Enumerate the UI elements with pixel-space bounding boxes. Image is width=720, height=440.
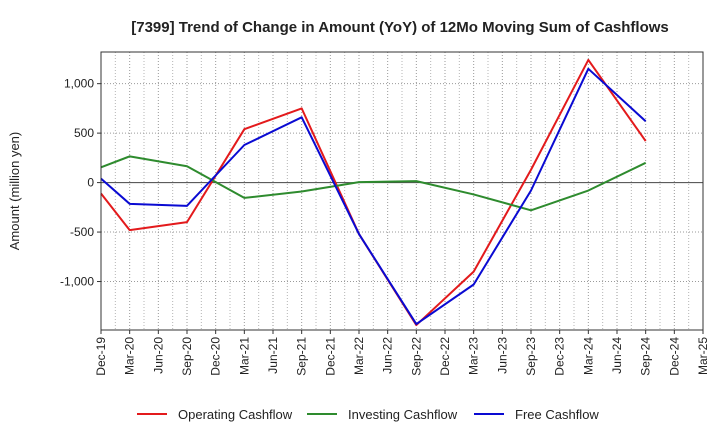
x-tick-label: Dec-24 <box>667 337 681 376</box>
chart-title: [7399] Trend of Change in Amount (YoY) o… <box>131 19 669 36</box>
x-tick-labels: Dec-19 Mar-20 Jun-20 Sep-20 Dec-20 Mar-21 Jun-… <box>94 330 710 376</box>
y-tick-label: 1,000 <box>64 77 94 91</box>
x-tick-label: Jun-22 <box>381 337 395 374</box>
x-tick-label: Dec-22 <box>438 337 452 376</box>
series-line-investing-cashflow <box>100 155 647 212</box>
x-tick-label: Jun-24 <box>610 337 624 374</box>
x-tick-label: Mar-22 <box>352 337 366 375</box>
x-tick-label: Dec-21 <box>323 337 337 376</box>
x-tick-label: Sep-22 <box>409 337 423 376</box>
x-tick-label: Dec-20 <box>209 337 223 376</box>
legend-label-free-cashflow: Free Cashflow <box>515 407 599 422</box>
legend-label-operating-cashflow: Operating Cashflow <box>178 407 293 422</box>
x-tick-label: Sep-20 <box>180 337 194 376</box>
series-line-free-cashflow <box>100 67 647 326</box>
x-tick-label: Sep-24 <box>639 337 653 376</box>
x-tick-label: Jun-23 <box>495 337 509 374</box>
y-tick-label: -500 <box>70 225 94 239</box>
plot-frame <box>100 51 704 331</box>
y-tick-label: 500 <box>74 126 94 140</box>
x-tick-label: Mar-25 <box>696 337 710 375</box>
y-tick-label: 0 <box>87 176 94 190</box>
legend-label-investing-cashflow: Investing Cashflow <box>348 407 458 422</box>
x-tick-label: Jun-20 <box>151 337 165 374</box>
x-tick-label: Dec-19 <box>94 337 108 376</box>
y-axis-label: Amount (million yen) <box>7 132 22 251</box>
series-line-operating-cashflow <box>100 58 647 327</box>
y-tick-labels: 1,000 500 0 -500 -1,000 <box>60 77 101 289</box>
x-tick-label: Mar-21 <box>237 337 251 375</box>
x-tick-label: Sep-21 <box>295 337 309 376</box>
x-tick-label: Mar-23 <box>467 337 481 375</box>
x-tick-label: Dec-23 <box>553 337 567 376</box>
x-tick-label: Sep-23 <box>524 337 538 376</box>
x-tick-label: Mar-24 <box>581 337 595 375</box>
y-tick-label: -1,000 <box>60 275 94 289</box>
x-tick-label: Mar-20 <box>123 337 137 375</box>
x-tick-label: Jun-21 <box>266 337 280 374</box>
legend: Operating Cashflow Investing Cashflow Free… <box>137 407 599 422</box>
series-lines <box>100 58 647 327</box>
